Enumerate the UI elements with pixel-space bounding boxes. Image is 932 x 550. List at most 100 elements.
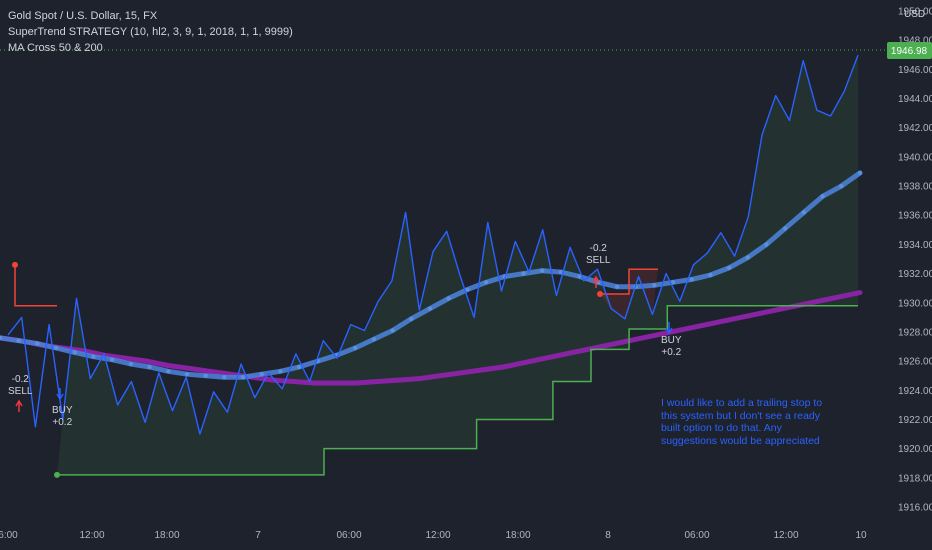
y-tick-label: 1950.00: [898, 7, 932, 18]
ma-fast-point: [278, 369, 283, 374]
arrow-head: [665, 327, 673, 335]
signal-action: BUY: [661, 335, 682, 346]
x-tick-label: 6:00: [0, 530, 18, 541]
x-tick-label: 12:00: [773, 530, 798, 541]
legend-strategy[interactable]: SuperTrend STRATEGY (10, hl2, 3, 9, 1, 2…: [8, 26, 293, 38]
ma-fast-point: [801, 210, 807, 215]
ma-fast-point: [128, 361, 134, 367]
x-tick-label: 10: [855, 530, 867, 541]
signal-arrow-icon: [665, 322, 673, 335]
ma-fast-point: [689, 277, 694, 282]
y-tick-label: 1934.00: [898, 240, 932, 251]
ma-fast-point: [16, 338, 21, 343]
signal-arrow-icon: [15, 399, 23, 412]
x-tick-label: 06:00: [684, 530, 709, 541]
signal-value: +0.2: [661, 347, 682, 358]
y-tick-label: 1940.00: [898, 152, 932, 163]
ma-fast-point: [0, 335, 3, 340]
annotation-note[interactable]: I would like to add a trailing stop to t…: [661, 397, 823, 447]
ma-fast-point: [446, 296, 451, 301]
ma-fast-point: [839, 183, 844, 189]
y-tick-label: 1924.00: [898, 386, 932, 397]
ma-fast-point: [390, 328, 395, 333]
x-tick-label: 12:00: [79, 530, 104, 541]
ma-fast-point: [184, 372, 190, 377]
ma-fast-point: [558, 269, 564, 275]
arrow-head: [592, 275, 600, 283]
ma-fast-point: [465, 287, 470, 292]
x-tick-label: 7: [255, 530, 261, 541]
supertrend-flip-marker: [597, 291, 603, 298]
ma-fast-point: [857, 170, 863, 176]
ma-fast-point: [353, 345, 358, 351]
legend-ma[interactable]: MA Cross 50 & 200: [8, 42, 103, 54]
x-tick-label: 8: [605, 530, 611, 541]
y-tick-label: 1930.00: [898, 298, 932, 309]
ma-fast-point: [427, 306, 433, 311]
signal-sell-1: -0.2 SELL: [8, 374, 32, 398]
signal-buy-1: BUY +0.2: [52, 405, 73, 429]
ma-fast-point: [521, 271, 526, 276]
currency-label[interactable]: USD: [904, 9, 925, 20]
series-layer: [0, 54, 863, 478]
legend-symbol[interactable]: Gold Spot / U.S. Dollar, 15, FX: [8, 10, 158, 22]
signal-buy-2: BUY +0.2: [661, 335, 682, 359]
y-tick-label: 1936.00: [898, 211, 932, 222]
y-tick-label: 1918.00: [898, 473, 932, 484]
ma-fast-point: [72, 350, 78, 355]
ma-fast-point: [259, 372, 264, 377]
y-tick-label: 1920.00: [898, 444, 932, 455]
arrow-head: [15, 399, 23, 407]
ma-fast-point: [577, 274, 582, 279]
ma-fast-point: [296, 364, 302, 370]
signal-arrow-icon: [592, 275, 600, 288]
ma-fast-point: [483, 280, 489, 285]
signal-action: BUY: [52, 405, 73, 416]
ma-fast-point: [203, 373, 208, 378]
x-tick-label: 18:00: [154, 530, 179, 541]
signal-action: SELL: [586, 255, 611, 266]
price-line: [7, 54, 859, 435]
ma-fast-point: [820, 194, 825, 199]
supertrend-flip-marker: [12, 261, 18, 268]
y-tick-label: 1922.00: [898, 415, 932, 426]
x-axis[interactable]: 6:00 12:00 18:00 7 06:00 12:00 18:00 8 06:00 12:0…: [0, 530, 867, 541]
ma-fast-point: [652, 283, 657, 288]
ma-fast-point: [764, 242, 769, 247]
arrow-head: [56, 393, 64, 401]
ma-fast-point: [783, 226, 788, 231]
y-tick-label: 1946.00: [898, 65, 932, 76]
last-price-tag: [887, 42, 932, 59]
y-axis[interactable]: 1916.00 1918.00 1920.00 1922.00 1924.00 1926.…: [898, 7, 932, 514]
ma-slow-line: [0, 290, 863, 386]
chart-legend: Gold Spot / U.S. Dollar, 15, FX SuperTre…: [8, 8, 293, 56]
signal-sell-2: -0.2 SELL: [586, 243, 610, 267]
ma-fast-point: [540, 268, 545, 273]
last-price-label: 1946.98: [891, 46, 928, 57]
y-tick-label: 1928.00: [898, 327, 932, 338]
ma-fast-point: [745, 255, 750, 260]
ma-fast-point: [110, 357, 115, 362]
signal-action: SELL: [8, 386, 33, 397]
ma-fast-point: [35, 341, 40, 346]
x-tick-label: 06:00: [336, 530, 361, 541]
ma-fast-point: [670, 280, 676, 285]
ma-fast-point: [166, 369, 171, 374]
y-tick-label: 1942.00: [898, 123, 932, 134]
ma-fast-point: [222, 375, 227, 380]
signal-value: -0.2: [11, 374, 29, 385]
signal-value: +0.2: [52, 417, 73, 428]
signal-value: -0.2: [589, 243, 607, 254]
y-tick-label: 1926.00: [898, 357, 932, 368]
x-tick-label: 12:00: [425, 530, 450, 541]
ma-fast-point: [409, 316, 414, 321]
y-tick-label: 1938.00: [898, 182, 932, 193]
ma-fast-point: [240, 375, 246, 380]
supertrend-down-line-left: [14, 264, 57, 307]
ma-fast-point: [614, 284, 620, 289]
ma-fast-point: [53, 345, 59, 351]
supertrend-down-line: [600, 268, 658, 295]
